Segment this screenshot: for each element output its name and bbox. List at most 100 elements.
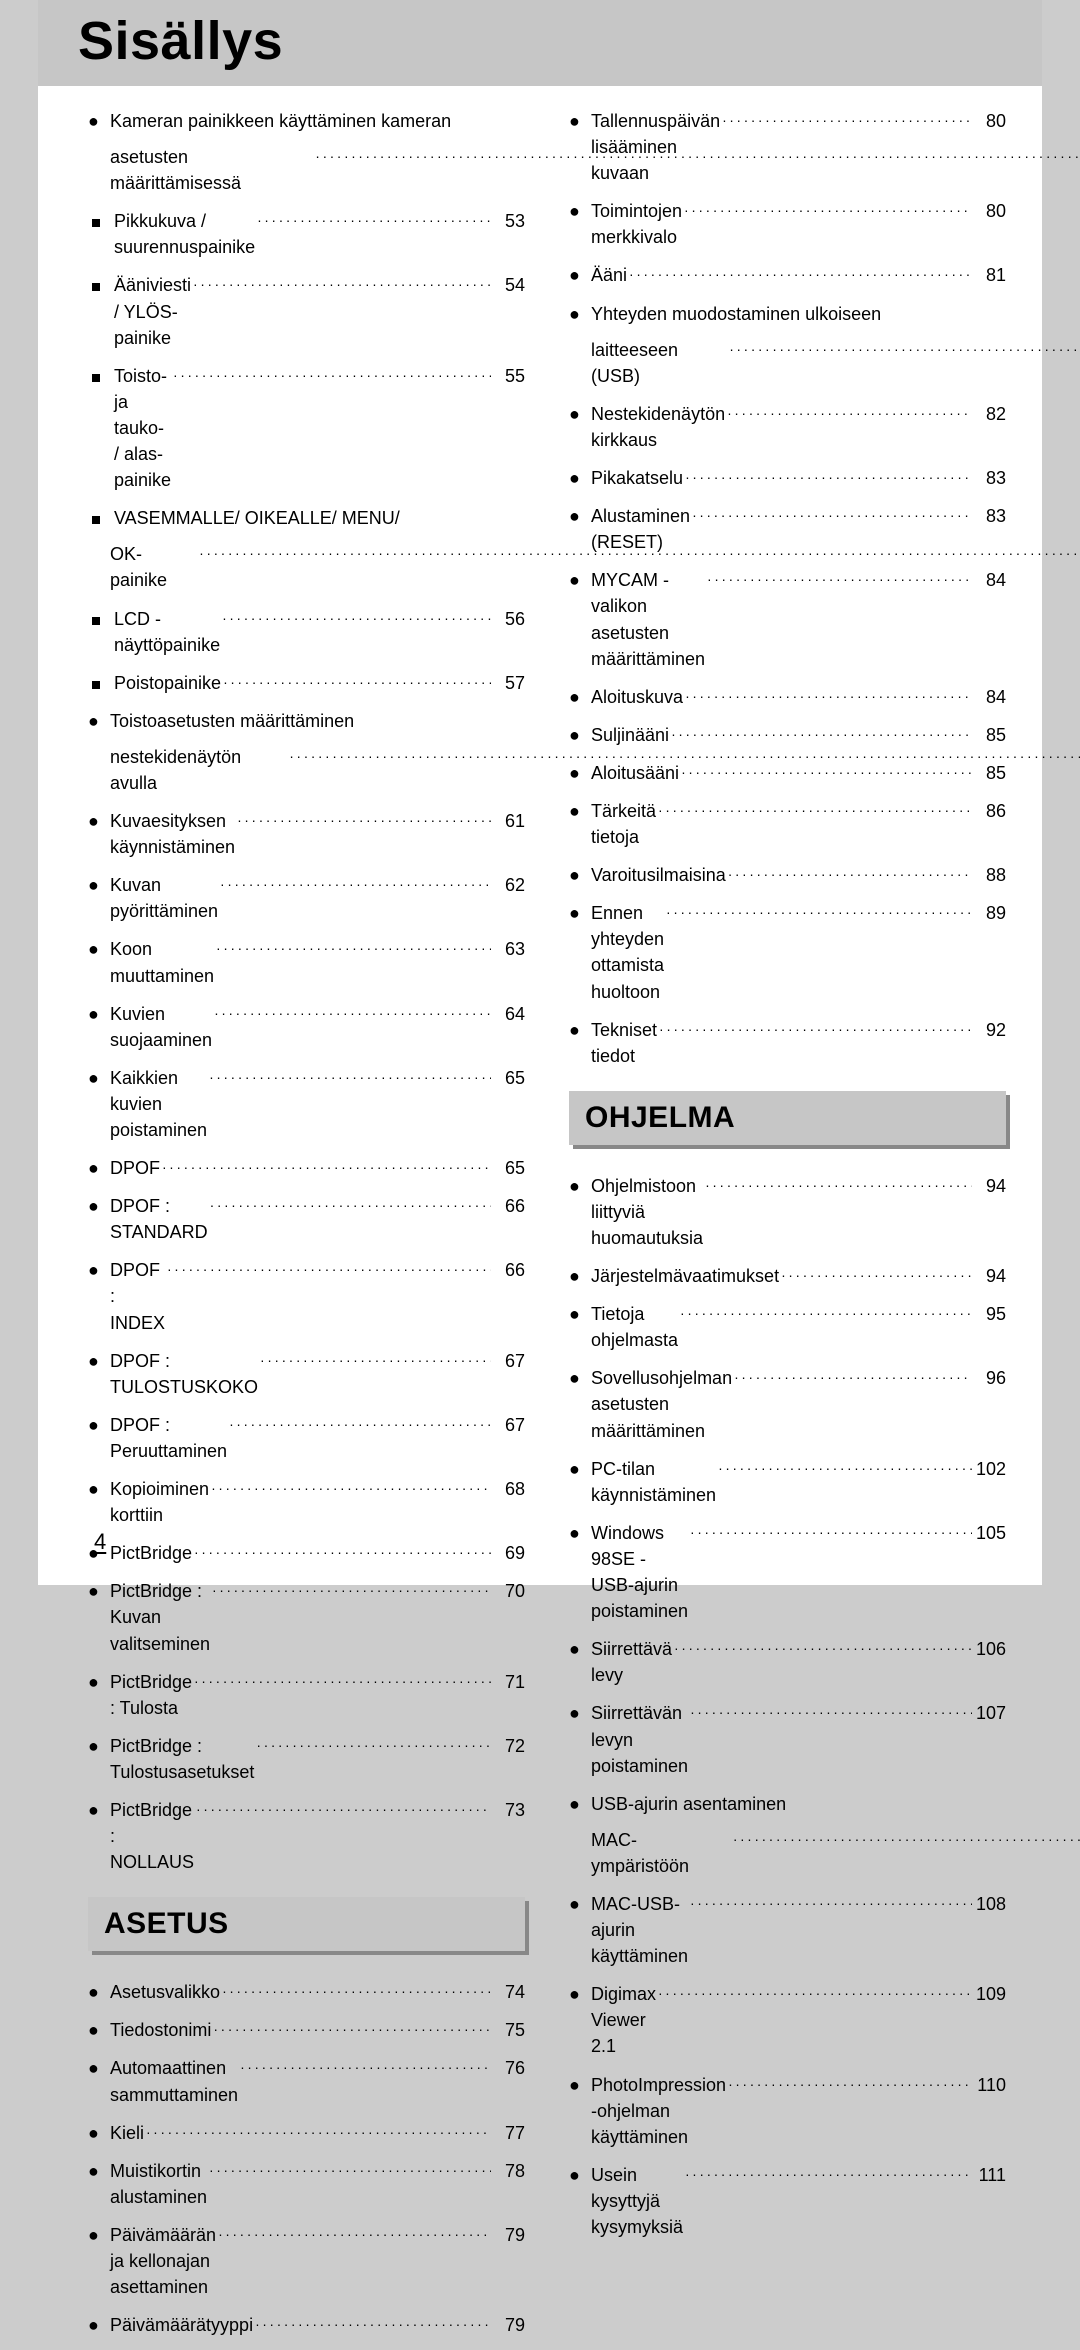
toc-subtext: asetusten määrittämisessä (110, 144, 313, 196)
toc-leader: ········································… (688, 1522, 972, 1542)
toc-entry: ●Asetusvalikko··························… (88, 1979, 525, 2005)
dot-bullet-icon: ● (569, 900, 591, 926)
toc-entry: ●Aloituskuva····························… (569, 684, 1006, 710)
dot-bullet-icon: ● (88, 2017, 110, 2043)
toc-entry: ●Pikakatselu····························… (569, 465, 1006, 491)
toc-page-ref: 83 (972, 503, 1006, 529)
toc-entry: Ääniviesti / YLÖS-painike···············… (88, 272, 525, 350)
toc-entry: ●DPOF···································… (88, 1155, 525, 1181)
dot-bullet-icon: ● (88, 2312, 110, 2338)
toc-leader: ········································… (211, 2019, 491, 2039)
dot-bullet-icon: ● (88, 1155, 110, 1181)
toc-text: Pikkukuva / suurennuspainike (114, 208, 255, 260)
toc-text: Aloituskuva (591, 684, 683, 710)
toc-entry: ●Varoitusilmaisina······················… (569, 862, 1006, 888)
toc-entry: ●Kuvaesityksen käynnistäminen···········… (88, 808, 525, 860)
toc-page-ref: 75 (491, 2017, 525, 2043)
toc-leader: ········································… (627, 264, 972, 284)
toc-text: Ääniviesti / YLÖS-painike (114, 272, 191, 350)
document-page: Sisällys ●Kameran painikkeen käyttäminen… (38, 0, 1042, 1585)
toc-entry: ●Nestekidenäytön kirkkaus···············… (569, 401, 1006, 453)
toc-text: Sovellusohjelman asetusten määrittäminen (591, 1365, 732, 1443)
toc-page-ref: 74 (491, 1979, 525, 2005)
toc-text: Tekniset tiedot (591, 1017, 657, 1069)
toc-leader: ········································… (254, 1735, 491, 1755)
toc-text: Tärkeitä tietoja (591, 798, 656, 850)
toc-leader: ········································… (218, 874, 491, 894)
dot-bullet-icon: ● (569, 301, 591, 327)
dot-bullet-icon: ● (569, 1700, 591, 1726)
toc-leader: ········································… (720, 110, 972, 130)
toc-leader: ········································… (208, 1195, 491, 1215)
toc-page-ref: 65 (491, 1155, 525, 1181)
dot-bullet-icon: ● (88, 2120, 110, 2146)
toc-text: Suljinääni (591, 722, 669, 748)
toc-page-ref: 106 (972, 1636, 1006, 1662)
toc-entry: ●Kameran painikkeen käyttäminen kamerana… (88, 108, 525, 196)
dot-bullet-icon: ● (569, 1456, 591, 1482)
square-bullet-icon (88, 281, 114, 291)
toc-page-ref: 92 (972, 1017, 1006, 1043)
toc-text: Asetusvalikko (110, 1979, 220, 2005)
toc-leader: ········································… (313, 146, 1080, 166)
toc-page-ref: 56 (491, 606, 525, 632)
toc-page-ref: 64 (491, 1001, 525, 1027)
toc-entry: ●Ääni···································… (569, 262, 1006, 288)
toc-leader: ········································… (165, 1259, 491, 1279)
toc-leader: ········································… (679, 762, 972, 782)
toc-text: DPOF (110, 1155, 160, 1181)
toc-leader: ········································… (209, 1478, 491, 1498)
toc-entry: ●Ohjelmistoon liittyviä huomautuksia····… (569, 1173, 1006, 1251)
toc-page-ref: 62 (491, 872, 525, 898)
dot-bullet-icon: ● (88, 1733, 110, 1759)
toc-text: Pikakatselu (591, 465, 683, 491)
dot-bullet-icon: ● (569, 722, 591, 748)
toc-entry: ●Koon muuttaminen·······················… (88, 936, 525, 988)
square-bullet-icon (88, 372, 114, 382)
toc-leader: ········································… (656, 1983, 972, 2003)
toc-leader: ········································… (678, 1303, 972, 1323)
toc-page-ref: 108 (972, 1891, 1006, 1917)
dot-bullet-icon: ● (88, 936, 110, 962)
toc-page-ref: 79 (491, 2222, 525, 2248)
toc-text: Kuvan pyörittäminen (110, 872, 218, 924)
toc-text: PictBridge : NOLLAUS (110, 1797, 194, 1875)
toc-page-ref: 85 (972, 722, 1006, 748)
toc-text: Varoitusilmaisina (591, 862, 726, 888)
toc-entry: VASEMMALLE/ OIKEALLE/ MENU/OK-painike···… (88, 505, 525, 593)
dot-bullet-icon: ● (88, 2055, 110, 2081)
square-bullet-icon (88, 514, 114, 524)
toc-text: Kameran painikkeen käyttäminen kameran (110, 108, 451, 134)
toc-entry: Pikkukuva / suurennuspainike············… (88, 208, 525, 260)
toc-page-ref: 68 (491, 1476, 525, 1502)
dot-bullet-icon: ● (88, 1348, 110, 1374)
toc-leader: ········································… (253, 2314, 491, 2334)
toc-page-ref: 105 (972, 1520, 1006, 1546)
toc-leader: ········································… (194, 1799, 491, 1819)
toc-page-ref: 82 (972, 401, 1006, 427)
dot-bullet-icon: ● (88, 1578, 110, 1604)
toc-entry: ●Tekniset tiedot························… (569, 1017, 1006, 1069)
dot-bullet-icon: ● (569, 1365, 591, 1391)
toc-text: Koon muuttaminen (110, 936, 214, 988)
toc-leader: ········································… (238, 2057, 491, 2077)
toc-leader: ········································… (657, 1019, 972, 1039)
toc-leader: ········································… (703, 1175, 972, 1195)
toc-text: PC-tilan käynnistäminen (591, 1456, 716, 1508)
toc-text: Päivämäärätyyppi (110, 2312, 253, 2338)
dot-bullet-icon: ● (569, 1891, 591, 1917)
toc-entry: ●Tärkeitä tietoja·······················… (569, 798, 1006, 850)
toc-leader: ········································… (682, 200, 972, 220)
toc-text: Muistikortin alustaminen (110, 2158, 207, 2210)
toc-page-ref: 84 (972, 684, 1006, 710)
dot-bullet-icon: ● (569, 1263, 591, 1289)
toc-text: Järjestelmävaatimukset (591, 1263, 779, 1289)
toc-page-ref: 102 (972, 1456, 1006, 1482)
toc-leader: ········································… (258, 1350, 491, 1370)
toc-page-ref: 83 (972, 465, 1006, 491)
toc-entry: LCD -näyttöpainike······················… (88, 606, 525, 658)
toc-leader: ········································… (716, 1458, 972, 1478)
dot-bullet-icon: ● (569, 1173, 591, 1199)
toc-leader: ········································… (672, 1638, 972, 1658)
toc-page-ref: 94 (972, 1263, 1006, 1289)
